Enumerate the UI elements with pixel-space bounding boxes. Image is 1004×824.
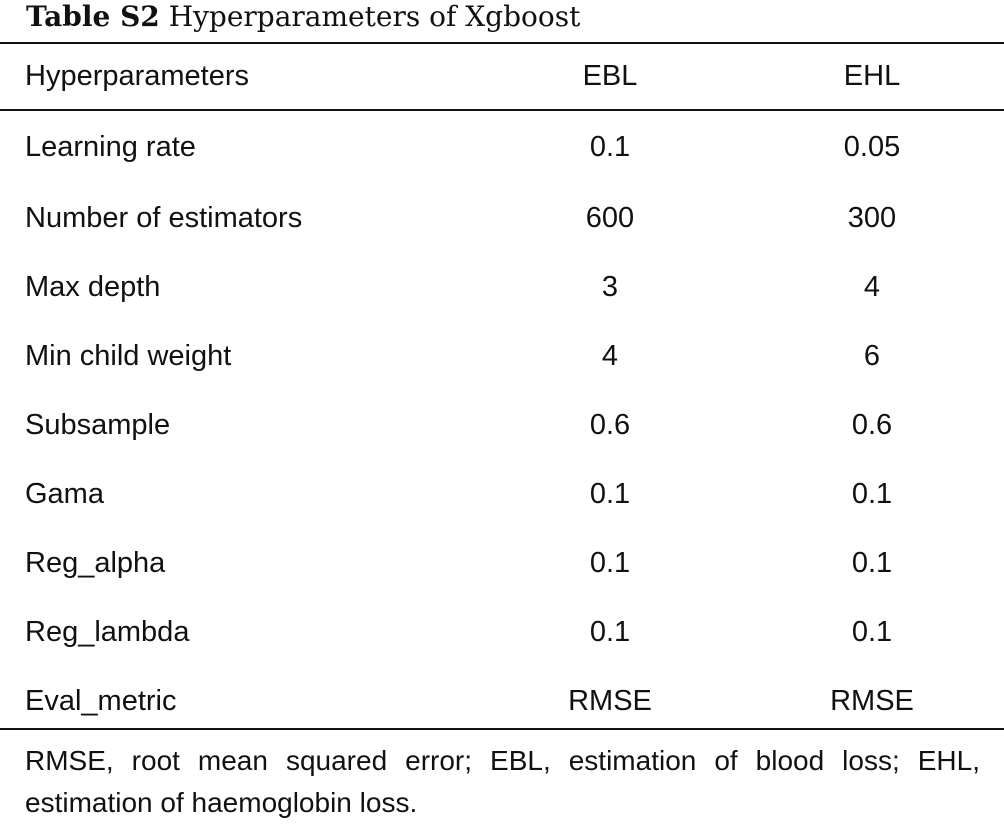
table-row: Gama 0.1 0.1 (0, 460, 1004, 529)
table-footnote: RMSE, root mean squared error; EBL, esti… (25, 745, 980, 818)
ehl-value: 300 (847, 202, 897, 234)
row-label: Min child weight (25, 340, 232, 372)
table-row: Reg_lambda 0.1 0.1 (0, 598, 1004, 667)
bottom-rule (0, 728, 1004, 730)
table-caption: Table S2 Hyperparameters of Xgboost (26, 0, 580, 34)
row-label: Max depth (25, 271, 161, 303)
row-label: Learning rate (25, 131, 196, 163)
table-label: Table S2 (26, 0, 160, 33)
row-label: Eval_metric (25, 685, 177, 717)
ehl-value: 4 (863, 271, 881, 303)
row-label: Reg_lambda (25, 616, 190, 648)
ebl-value: 0.6 (589, 409, 631, 441)
table-row: Learning rate 0.1 0.05 (0, 109, 1004, 184)
row-label: Reg_alpha (25, 547, 166, 579)
table-row: Reg_alpha 0.1 0.1 (0, 529, 1004, 598)
row-label: Subsample (25, 409, 171, 441)
ehl-value: 6 (863, 340, 881, 372)
column-header-ehl: EHL (843, 60, 901, 92)
ebl-value: 0.1 (589, 131, 631, 163)
ebl-value: 3 (601, 271, 619, 303)
ehl-value: 0.1 (851, 547, 893, 579)
table-row: Eval_metric RMSE RMSE (0, 667, 1004, 736)
row-label: Gama (25, 478, 104, 510)
column-header-hyperparameters: Hyperparameters (25, 60, 250, 92)
table-row: Subsample 0.6 0.6 (0, 391, 1004, 460)
table-row: Min child weight 4 6 (0, 322, 1004, 391)
header-row: Hyperparameters EBL EHL (0, 44, 1004, 109)
table-title: Hyperparameters of Xgboost (168, 0, 581, 33)
ebl-value: 4 (601, 340, 619, 372)
ebl-value: 0.1 (589, 547, 631, 579)
hyperparameters-table: Hyperparameters EBL EHL Learning rate 0.… (0, 44, 1004, 736)
table-row: Max depth 3 4 (0, 253, 1004, 322)
ehl-value: 0.05 (843, 131, 901, 163)
ebl-value: 0.1 (589, 478, 631, 510)
ehl-value: RMSE (830, 685, 914, 717)
table-row: Number of estimators 600 300 (0, 184, 1004, 253)
column-header-ebl: EBL (582, 60, 638, 92)
top-rule (0, 42, 1004, 44)
ebl-value: 600 (585, 202, 635, 234)
ebl-value: 0.1 (589, 616, 631, 648)
ehl-value: 0.6 (851, 409, 893, 441)
ehl-value: 0.1 (851, 478, 893, 510)
ehl-value: 0.1 (851, 616, 893, 648)
ebl-value: RMSE (568, 685, 652, 717)
row-label: Number of estimators (25, 202, 303, 234)
header-rule (0, 109, 1004, 111)
